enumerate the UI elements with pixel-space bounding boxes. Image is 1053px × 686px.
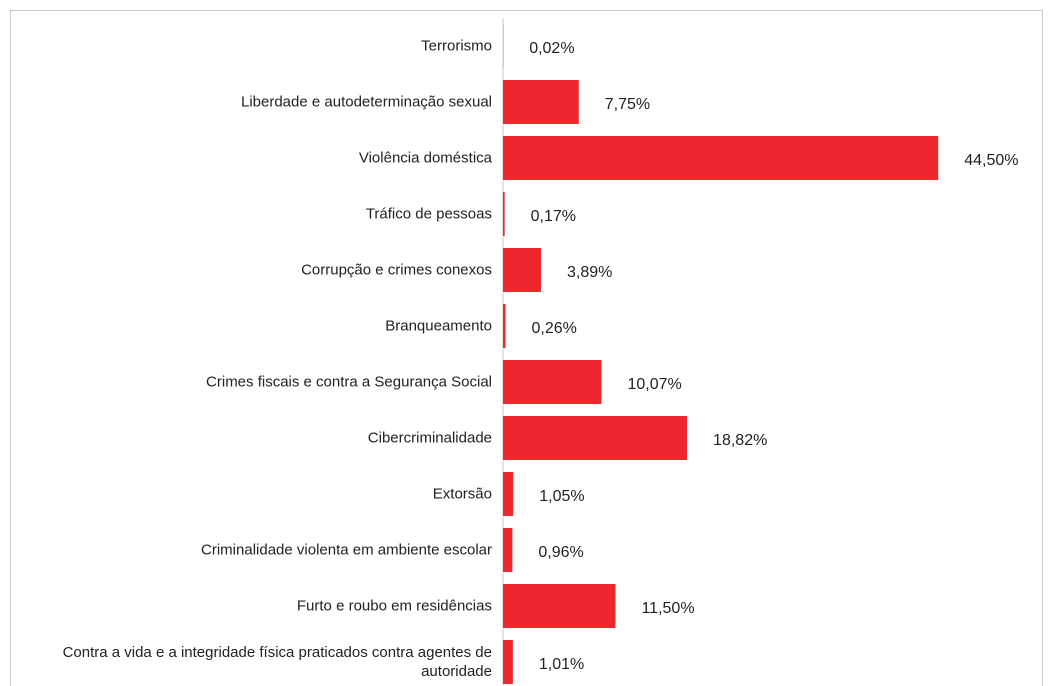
bar [503,80,579,124]
data-label: 0,17% [531,208,576,225]
data-label: 1,01% [539,656,584,673]
y-tick-label: Cibercriminalidade [367,429,492,447]
data-label: 44,50% [964,152,1018,169]
bar [503,304,506,348]
bar [503,640,513,684]
y-tick-label: Tráfico de pessoas [365,205,492,223]
bar [503,192,505,236]
y-tick-label: Extorsão [432,485,492,503]
y-tick-label: Terrorismo [421,37,492,55]
data-label: 18,82% [713,432,767,449]
frame [10,10,1043,686]
data-label: 1,05% [539,488,584,505]
y-tick-label: Crimes fiscais e contra a Segurança Soci… [206,373,492,391]
bar [503,248,542,292]
y-tick-label: Contra a vida e a integridade física pra… [62,644,492,680]
data-label: 0,26% [532,320,577,337]
data-label: 3,89% [567,264,612,281]
data-label: 11,50% [641,600,694,617]
data-label: 7,75% [605,96,650,113]
bar [503,584,616,628]
y-tick-label: Liberdade e autodeterminação sexual [240,93,492,111]
bar [503,360,602,404]
data-label: 0,02% [529,40,574,57]
y-tick-label: Furto e roubo em residências [296,597,492,615]
y-tick-label: Criminalidade violenta em ambiente escol… [201,541,492,559]
data-label: 0,96% [538,544,583,561]
bar [503,416,688,460]
y-tick-label: Violência doméstica [358,149,492,167]
y-tick-label: Branqueamento [385,317,492,335]
bar [503,136,939,180]
y-tick-label: Corrupção e crimes conexos [301,261,492,279]
bar [503,528,513,572]
bar [503,472,514,516]
data-label: 10,07% [627,376,681,393]
